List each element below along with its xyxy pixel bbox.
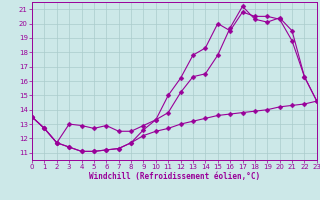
X-axis label: Windchill (Refroidissement éolien,°C): Windchill (Refroidissement éolien,°C): [89, 172, 260, 181]
